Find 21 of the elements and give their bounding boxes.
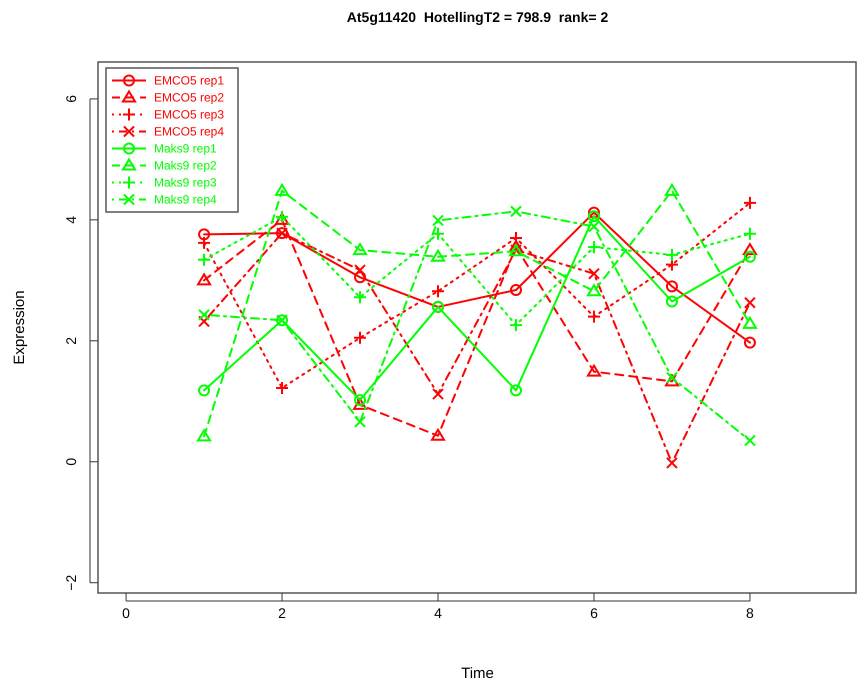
legend-label: Maks9 rep2 (154, 158, 218, 172)
y-axis-title: Expression (11, 290, 28, 365)
y-tick-label: 2 (63, 336, 79, 345)
chart-title: At5g11420 HotellingT2 = 798.9 rank= 2 (346, 9, 608, 25)
y-tick-label: 4 (63, 216, 79, 224)
x-axis-title: Time (461, 665, 494, 682)
legend-label: EMCO5 rep2 (154, 90, 224, 104)
legend-label: Maks9 rep4 (154, 192, 218, 206)
x-tick-label: 8 (746, 605, 754, 621)
y-tick-label: 6 (63, 94, 79, 103)
legend-label: EMCO5 rep1 (154, 74, 224, 88)
x-tick-label: 0 (122, 605, 130, 621)
legend-label: EMCO5 rep4 (154, 124, 224, 138)
y-tick-label: 0 (63, 458, 79, 466)
legend-label: EMCO5 rep3 (154, 108, 224, 122)
legend-label: Maks9 rep3 (154, 176, 218, 190)
x-tick-label: 4 (434, 605, 442, 621)
x-tick-label: 6 (590, 605, 598, 621)
x-tick-label: 2 (278, 605, 286, 621)
y-tick-label: −2 (63, 574, 79, 591)
legend-label: Maks9 rep1 (154, 142, 218, 156)
